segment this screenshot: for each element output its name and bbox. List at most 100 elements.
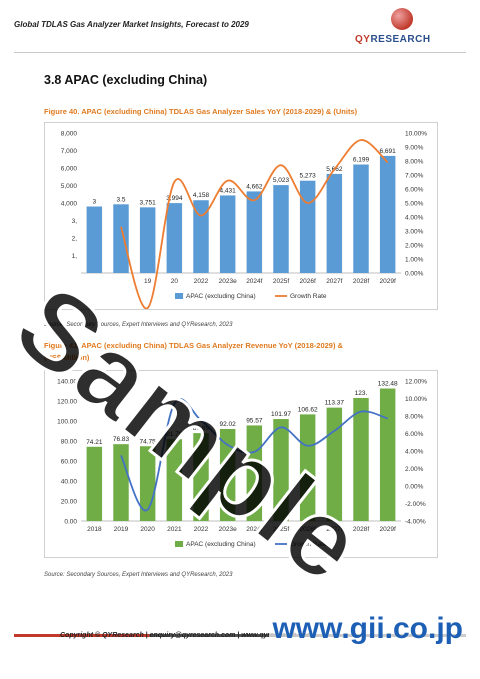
fig40-bar-label: 3,751 [140, 199, 157, 206]
fig41-right-tick-label: 8.00% [405, 414, 424, 421]
fig40-left-tick-label: 8,000 [61, 131, 78, 138]
fig40-left-tick-label: 4,000 [61, 201, 78, 208]
fig41-bar-label: 76.83 [113, 436, 130, 443]
fig40-bar [86, 206, 103, 273]
fig41-bar-label: 74.75 [140, 438, 157, 445]
fig41-x-tick-label: 2029f [380, 526, 396, 533]
fig41-x-tick-label: 2025f [273, 526, 289, 533]
fig40-right-tick-label: 8.00% [405, 159, 424, 166]
fig41-bar [379, 388, 396, 521]
figure-41-title: Figure 41. APAC (excluding China) TDLAS … [44, 340, 343, 364]
fig40-bar-label: 4,662 [246, 183, 263, 190]
fig40-x-tick-label: 2023e [219, 278, 237, 285]
qyresearch-logo: QYRESEARCH [355, 8, 450, 48]
fig41-x-tick-label: 2020 [140, 526, 155, 533]
fig40-right-tick-label: 5.00% [405, 201, 424, 208]
fig40-bar-label: 4,158 [193, 192, 210, 199]
fig40-left-tick-label: 2, [72, 236, 78, 243]
fig40-legend-line-label: Growth Rate [290, 293, 327, 300]
fig41-left-tick-label: 40.00 [61, 479, 78, 486]
fig41-x-tick-label: 2018 [87, 526, 102, 533]
fig40-left-tick-label: 3, [72, 218, 78, 225]
fig40-bar [326, 173, 343, 273]
fig40-right-tick-label: 10.00% [405, 131, 427, 138]
fig41-bar [219, 428, 236, 521]
figure-41-title-line1: Figure 41. APAC (excluding China) TDLAS … [44, 341, 343, 350]
fig40-left-tick-label: 5,000 [61, 183, 78, 190]
footer-bar [14, 634, 466, 637]
fig41-right-tick-label: 12.00% [405, 379, 427, 386]
fig40-bar [299, 180, 316, 273]
fig40-bar-label: 5,023 [273, 177, 290, 184]
fig41-left-tick-label: 120.00 [57, 399, 77, 406]
fig41-bar-label: 95.57 [246, 417, 263, 424]
fig41-right-tick-label: 0.00% [405, 484, 424, 491]
fig41-x-tick-label: 2028f [353, 526, 369, 533]
fig41-bar [273, 419, 289, 521]
fig41-right-tick-label: 6.00% [405, 431, 424, 438]
fig41-bar [299, 414, 316, 521]
fig40-x-tick-label: 2029f [380, 278, 396, 285]
fig40-bar [139, 207, 156, 273]
fig41-bar [353, 398, 369, 521]
fig40-bar [193, 200, 209, 273]
fig40-x-tick-label: 2025f [273, 278, 289, 285]
fig40-bar-label: 4,431 [220, 187, 237, 194]
figure-40-source: Source: Secondary Sources, Expert Interv… [44, 322, 233, 328]
gii-watermark: www.gii.co.jp [269, 612, 466, 646]
globe-icon [391, 8, 413, 30]
fig41-x-tick-label: 2023e [219, 526, 237, 533]
fig41-bar-label: 101.97 [271, 411, 291, 418]
fig41-left-tick-label: 100.00 [57, 419, 77, 426]
fig41-x-tick-label: 2026f [300, 526, 316, 533]
fig41-bar-label: 74.21 [86, 439, 103, 446]
fig41-legend-bar-label: APAC (excluding China) [186, 541, 256, 548]
fig41-right-tick-label: -4.00% [405, 519, 426, 526]
fig41-legend-bar-swatch [175, 541, 183, 547]
fig40-x-tick-label: 20 [171, 278, 179, 285]
fig40-right-tick-label: 0.00% [405, 271, 424, 278]
fig41-right-tick-label: 4.00% [405, 449, 424, 456]
fig41-x-tick-label: 2021 [167, 526, 182, 533]
figure-41-chart: 0.00 20.00 40.00 60.00 80.00 100.00 120.00 140.… [57, 379, 427, 549]
fig41-x-tick-label: 2024f [246, 526, 262, 533]
fig40-bar [219, 195, 236, 273]
logo-text: QYRESEARCH [355, 34, 431, 45]
fig40-right-tick-label: 2.00% [405, 243, 424, 250]
fig41-bar-label: 81.79 [166, 431, 183, 438]
fig41-bar-label: 132.48 [378, 381, 398, 388]
fig41-bar [193, 433, 209, 521]
fig41-x-tick-label: 2027f [326, 526, 342, 533]
figure-41-frame: 0.00 20.00 40.00 60.00 80.00 100.00 120.00 140.… [44, 370, 438, 558]
fig40-right-tick-label: 7.00% [405, 173, 424, 180]
fig40-bar [273, 185, 289, 273]
fig40-growth-line [120, 139, 389, 309]
fig41-left-tick-label: 140.00 [57, 379, 77, 386]
fig40-bar [113, 204, 129, 273]
fig41-left-tick-label: 0.00 [64, 519, 77, 526]
fig40-right-tick-label: 3.00% [405, 229, 424, 236]
fig40-right-tick-label: 6.00% [405, 187, 424, 194]
fig41-x-tick-label: 2019 [114, 526, 129, 533]
figure-40-chart: 1, 2, 3, 4,000 5,000 6,000 7,000 8,000 0.00% 1.00… [61, 131, 427, 309]
fig41-bar [86, 446, 103, 521]
fig41-bar-label: 106.62 [298, 406, 318, 413]
fig40-bar [246, 191, 263, 273]
fig40-bar [166, 203, 183, 273]
fig40-left-tick-label: 6,000 [61, 166, 78, 173]
fig40-bar [353, 164, 369, 273]
fig41-bar [246, 425, 263, 521]
fig40-legend-bar-swatch [175, 293, 183, 299]
header-divider [14, 52, 466, 53]
fig41-right-tick-label: 10.00% [405, 396, 427, 403]
figure-41-title-line2: (US$ Million) [44, 353, 90, 362]
logo-text-qy: QY [355, 34, 371, 45]
fig40-x-tick-label: 19 [144, 278, 152, 285]
fig41-left-tick-label: 80.00 [61, 439, 78, 446]
fig40-right-tick-label: 4.00% [405, 215, 424, 222]
fig41-bar-label: 123. [355, 390, 368, 397]
fig40-bar-label: 5,273 [300, 173, 317, 180]
fig41-legend-line-label: Growth Rate [290, 541, 327, 548]
fig40-x-tick-label: 2027f [326, 278, 342, 285]
